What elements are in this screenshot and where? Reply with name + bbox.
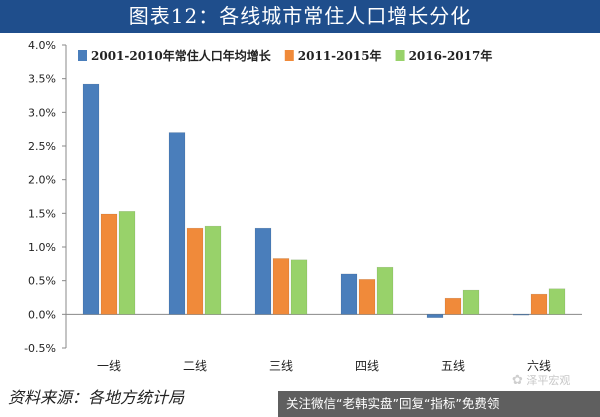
y-tick-label: 0.5% [28,275,56,288]
watermark: ✿ 泽平宏观 [512,372,570,388]
bar [462,289,480,315]
x-tick-label: 五线 [441,359,465,373]
bar [204,225,222,315]
watermark-label: 泽平宏观 [526,374,571,387]
bar [82,83,100,315]
bar [358,279,376,315]
y-tick-label: 2.0% [28,174,56,187]
bar [272,258,290,315]
bar [548,288,566,315]
legend-label: 2001-2010年常住人口年均增长 [91,48,272,63]
x-tick-label: 四线 [355,359,379,373]
bar [426,314,444,318]
bar [118,211,136,315]
bar [340,273,358,315]
bar [290,259,308,315]
bar [100,213,118,315]
bar [254,227,272,315]
legend-swatch [395,50,405,61]
y-tick-label: 3.0% [28,106,56,119]
chart-title: 图表12：各线城市常住人口增长分化 [0,0,600,33]
legend-swatch [284,50,294,61]
y-tick-label: 1.0% [28,241,56,254]
y-tick-label: 1.5% [28,207,56,220]
x-tick-label: 六线 [527,359,551,373]
y-tick-label: 3.5% [28,73,56,86]
y-tick-label: 2.5% [28,140,56,153]
bar [444,297,462,315]
y-tick-label: 0.0% [28,308,56,321]
bar [186,227,204,315]
bar-chart: -0.5% 0.0% 0.5% 1.0% 1.5% 2.0% 2.5% 3.0% 3.5% 4.0… [24,39,582,373]
source-note: 资料来源：各地方统计局 [8,388,185,407]
y-tick-label: -0.5% [24,342,56,355]
legend-label: 2011-2015年 [298,48,382,63]
legend-swatch [78,50,87,61]
legend-label: 2016-2017年 [409,48,493,63]
x-tick-label: 三线 [269,359,293,373]
bar [168,132,186,315]
wechat-promo-bar[interactable]: 关注微信“老韩实盘”回复“指标”免费领 [278,391,600,417]
x-tick-label: 一线 [97,359,121,373]
wechat-icon: ✿ [512,373,523,388]
bar [376,266,394,315]
y-tick-label: 4.0% [28,39,56,52]
x-tick-label: 二线 [183,359,207,373]
bar [512,314,530,316]
bar [530,293,548,315]
